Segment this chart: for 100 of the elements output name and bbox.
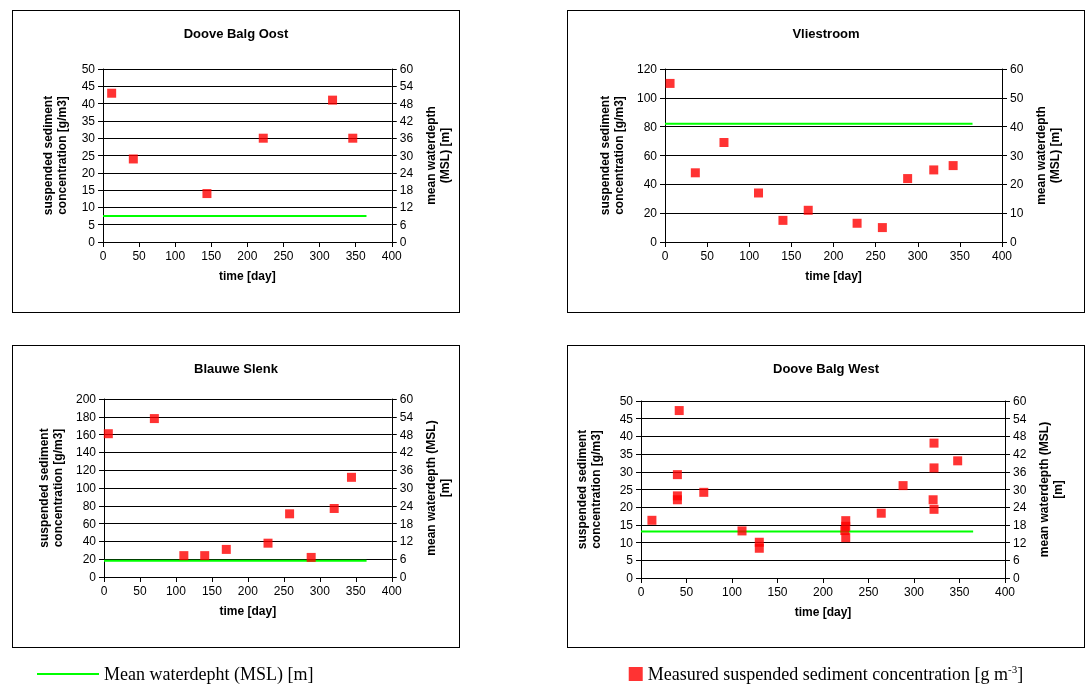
x-tick-label: 400 <box>994 585 1016 599</box>
y2-tick-label: 20 <box>1010 177 1024 192</box>
y2-tick-label: 24 <box>1013 500 1027 515</box>
y-tick-label: 20 <box>643 206 658 221</box>
y-tick-label: 120 <box>75 463 97 478</box>
y2-tick-label: 6 <box>399 552 407 567</box>
y2-axis-title: mean waterdepth (MSL) [m] <box>1034 106 1063 205</box>
x-tick-label: 200 <box>237 249 258 263</box>
y2-tick-label: 60 <box>399 392 414 406</box>
y2-tick-label: 36 <box>399 131 414 146</box>
y2-tick-label: 54 <box>399 79 414 94</box>
y2-tick-label: 60 <box>399 62 414 76</box>
y-tick-label: 45 <box>619 411 634 426</box>
x-tick-label: 300 <box>309 249 330 263</box>
y-tick-label: 140 <box>75 445 97 460</box>
y2-tick-label: 30 <box>399 481 414 495</box>
x-axis-title: time [day] <box>219 604 277 618</box>
y2-tick-label: 6 <box>399 217 407 232</box>
y-tick-label: 20 <box>619 500 634 515</box>
chart-title: Blauwe Slenk <box>194 361 279 376</box>
y-tick-label: 100 <box>75 481 97 495</box>
y-tick-label: 20 <box>81 165 96 180</box>
y2-tick-label: 54 <box>399 409 414 424</box>
y-tick-label: 45 <box>81 79 96 94</box>
y-tick-label: 15 <box>619 517 634 532</box>
x-axis-title: time [day] <box>794 605 852 619</box>
x-tick-label: 250 <box>273 584 295 598</box>
y2-tick-label: 36 <box>399 463 414 478</box>
y2-axis-title: mean waterdepth (MSL) [m] <box>1037 421 1066 558</box>
x-tick-label: 150 <box>781 249 802 263</box>
y2-tick-label: 10 <box>1010 206 1024 221</box>
y-tick-label: 60 <box>82 516 97 531</box>
x-tick-label: 250 <box>858 585 879 599</box>
x-tick-label: 0 <box>99 249 107 263</box>
y-tick-label: 0 <box>88 235 96 249</box>
y-tick-label: 60 <box>643 148 658 163</box>
y2-tick-label: 0 <box>399 235 407 249</box>
y2-axis-title: mean waterdepth (MSL) [m] <box>424 420 452 556</box>
y2-tick-label: 0 <box>1010 235 1017 249</box>
x-tick-label: 350 <box>949 249 971 263</box>
x-tick-label: 300 <box>903 585 925 599</box>
y-tick-label: 80 <box>643 119 658 134</box>
y-tick-label: 40 <box>619 429 634 444</box>
y2-tick-label: 54 <box>1013 411 1027 426</box>
y-tick-label: 200 <box>75 392 97 406</box>
x-tick-label: 150 <box>201 249 222 263</box>
y2-tick-label: 6 <box>1013 553 1020 568</box>
chart-title: Doove Balg Oost <box>183 26 290 41</box>
y-tick-label: 35 <box>81 113 96 128</box>
y-tick-label: 50 <box>619 394 634 408</box>
x-tick-label: 100 <box>165 584 187 598</box>
y-tick-label: 30 <box>81 131 96 146</box>
y2-tick-label: 60 <box>1010 62 1024 76</box>
x-tick-label: 50 <box>133 584 147 598</box>
y2-axis-title: mean waterdepth (MSL) [m] <box>424 106 452 205</box>
legend-label: Mean waterdepht (MSL) [m] <box>104 664 314 685</box>
y2-tick-label: 30 <box>1010 148 1024 163</box>
x-tick-label: 100 <box>739 249 760 263</box>
y-tick-label: 30 <box>619 464 634 479</box>
y-tick-label: 25 <box>619 482 634 497</box>
y-tick-label: 40 <box>643 177 658 192</box>
y2-tick-label: 18 <box>399 183 414 198</box>
y2-tick-label: 30 <box>1013 482 1027 497</box>
y-tick-label: 10 <box>81 200 96 215</box>
y2-tick-label: 36 <box>1013 464 1027 479</box>
y2-tick-label: 48 <box>1013 429 1027 444</box>
x-tick-label: 400 <box>381 584 403 598</box>
y-tick-label: 120 <box>636 62 658 76</box>
y-tick-label: 0 <box>89 570 97 584</box>
chart-title: Vliestroom <box>792 26 860 41</box>
y-tick-label: 80 <box>82 498 97 513</box>
y-tick-label: 160 <box>75 427 97 442</box>
y2-tick-label: 48 <box>399 96 414 111</box>
y2-tick-label: 18 <box>399 516 414 531</box>
x-tick-label: 100 <box>165 249 186 263</box>
x-tick-label: 350 <box>949 585 970 599</box>
y2-tick-label: 24 <box>399 165 414 180</box>
y-tick-label: 40 <box>82 534 97 549</box>
x-tick-label: 200 <box>823 249 844 263</box>
y-axis-title: suspended sediment concentration [g/m3] <box>598 95 627 216</box>
x-tick-label: 50 <box>679 585 694 599</box>
x-tick-label: 250 <box>273 249 294 263</box>
y2-tick-label: 42 <box>399 113 414 128</box>
x-tick-label: 150 <box>767 585 788 599</box>
y2-tick-label: 40 <box>1010 119 1024 134</box>
y-axis-title: suspended sediment concentration [g/m3] <box>37 428 66 548</box>
y-axis-title: suspended sediment concentration [g/m3] <box>41 95 69 216</box>
y2-tick-label: 42 <box>1013 447 1027 462</box>
y-tick-label: 50 <box>81 62 96 76</box>
y2-tick-label: 18 <box>1013 517 1027 532</box>
y-tick-label: 40 <box>81 96 96 111</box>
y2-tick-label: 0 <box>1013 571 1020 585</box>
x-tick-label: 300 <box>907 249 929 263</box>
y-tick-label: 100 <box>636 90 658 105</box>
y-tick-label: 10 <box>619 535 634 550</box>
y-tick-label: 20 <box>82 552 97 567</box>
y2-tick-label: 24 <box>399 498 414 513</box>
y-tick-label: 5 <box>626 553 634 568</box>
x-tick-label: 300 <box>309 584 331 598</box>
y2-tick-label: 50 <box>1010 90 1024 105</box>
